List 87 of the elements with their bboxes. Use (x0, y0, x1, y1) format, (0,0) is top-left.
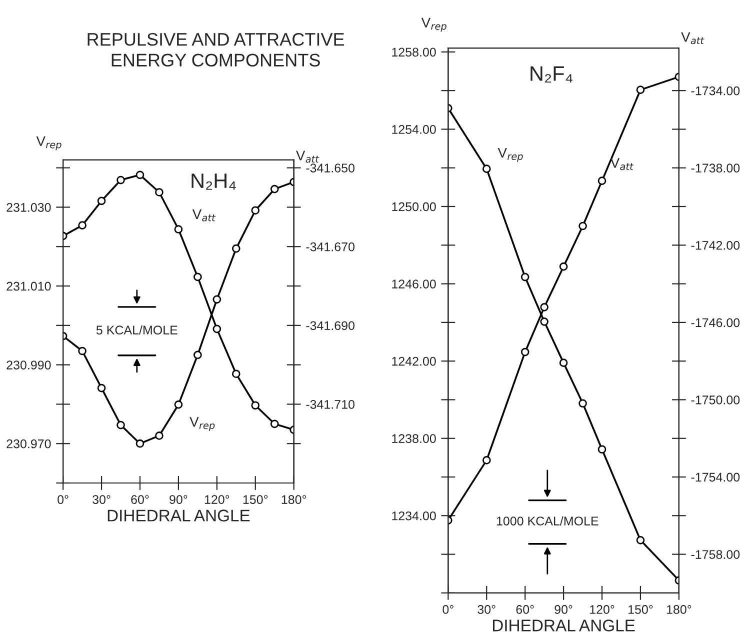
y2-axis-title: V$_{att}$ (296, 150, 320, 163)
point (174, 225, 183, 234)
point (136, 439, 144, 448)
point (598, 176, 606, 185)
y-axis-title: V$_{rep}$ (36, 136, 62, 150)
x-tick-label: 150° (628, 605, 653, 614)
series-label: V$_{att}$ (192, 209, 216, 222)
point (598, 445, 606, 454)
point (212, 295, 222, 304)
x-tick-label: 60° (131, 495, 149, 504)
point (232, 370, 240, 378)
y2-axis-title: V$_{att}$ (681, 32, 704, 44)
y2-tick-label: -1758.00 (691, 550, 740, 559)
y-tick-label: 1258.00 (392, 48, 436, 57)
x-tick-label: 60° (516, 605, 534, 614)
point (578, 222, 587, 230)
x-tick-label: 180° (666, 605, 692, 614)
point (232, 244, 240, 253)
point (136, 170, 144, 180)
point (636, 86, 645, 94)
y2-tick-label: -1750.00 (691, 396, 740, 404)
point (482, 164, 491, 173)
x-axis-title: DIHEDRAL ANGLE (492, 620, 635, 632)
y2-tick-label: -1746.00 (691, 318, 740, 328)
y2-tick-label: -341.650 (306, 164, 354, 172)
point (559, 262, 568, 271)
point (540, 303, 548, 312)
y2-tick-label: -341.670 (306, 242, 354, 252)
x-tick-label: 120° (590, 605, 614, 614)
series-label: V$_{rep}$ (190, 417, 215, 431)
chart-title: REPULSIVE AND ATTRACTIVE ENERGY COMPONENTS (88, 32, 344, 67)
point (155, 432, 164, 440)
annotation: 5 KCAL/MOLE (96, 325, 178, 335)
point (155, 188, 164, 196)
y-tick-label: 1242.00 (392, 356, 436, 366)
x-tick-label: 30° (92, 495, 110, 504)
point (559, 358, 568, 367)
x-tick-label: 90° (554, 605, 572, 614)
point (578, 399, 587, 408)
y2-tick-label: -1734.00 (691, 86, 740, 96)
x-tick-label: 180° (282, 495, 306, 504)
point (78, 221, 86, 230)
point (116, 420, 125, 430)
point (251, 206, 260, 215)
point (116, 176, 125, 184)
point (174, 400, 183, 409)
x-tick-label: 0° (58, 495, 68, 504)
y-tick-label: 230.990 (6, 360, 51, 370)
point (270, 420, 279, 428)
series-label: V$_{rep}$ (498, 148, 523, 162)
point (482, 456, 491, 464)
y-tick-label: 230.970 (6, 439, 51, 448)
y2-tick-label: -1738.00 (691, 164, 740, 173)
y-tick-label: 1250.00 (392, 202, 436, 212)
point (540, 317, 548, 326)
point (520, 348, 530, 356)
point (520, 272, 530, 282)
y-tick-label: 1254.00 (392, 125, 436, 134)
point (97, 196, 106, 206)
y-tick-label: 231.010 (6, 282, 51, 291)
y-tick-label: 231.030 (6, 203, 51, 212)
annotation: N₂H₄ (192, 174, 236, 190)
y2-tick-label: -341.710 (306, 400, 354, 409)
point (194, 350, 202, 360)
x-tick-label: 150° (243, 495, 268, 504)
point (270, 184, 279, 194)
annotation: 1000 KCAL/MOLE (496, 516, 598, 526)
y-tick-label: 1238.00 (392, 434, 436, 444)
y2-tick-label: -1742.00 (691, 240, 740, 250)
point (97, 384, 106, 392)
x-axis-title: DIHEDRAL ANGLE (108, 510, 250, 522)
y2-tick-label: -341.690 (306, 321, 354, 330)
point (636, 536, 645, 544)
x-tick-label: 90° (170, 495, 188, 504)
annotation: N₂F₄ (530, 66, 572, 82)
x-tick-label: 120° (204, 495, 230, 504)
point (194, 272, 202, 282)
x-tick-label: 30° (478, 605, 496, 614)
point (78, 346, 86, 356)
y-axis-title: V$_{rep}$ (421, 18, 446, 32)
x-tick-label: 0° (442, 605, 454, 614)
point (251, 401, 260, 410)
y-tick-label: 1246.00 (392, 280, 436, 288)
y2-tick-label: -1754.00 (691, 472, 740, 482)
point (212, 324, 222, 334)
series-label: V$_{att}$ (610, 158, 634, 170)
y-tick-label: 1234.00 (392, 511, 436, 520)
